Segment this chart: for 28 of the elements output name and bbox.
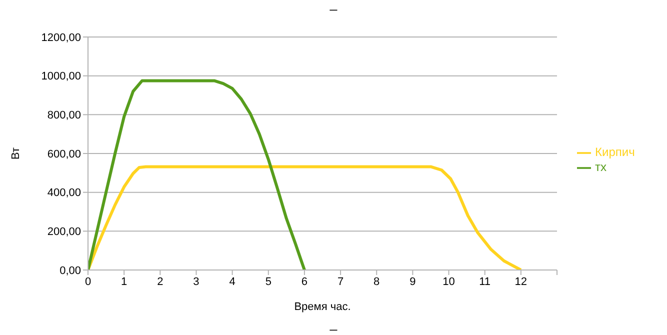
x-tick-label: 4: [229, 276, 236, 288]
line-series: [88, 165, 522, 270]
legend-label: Кирпич: [595, 145, 635, 160]
x-tick-label: 10: [442, 276, 455, 288]
x-tick-label: 0: [84, 276, 92, 288]
legend-label: тх: [595, 160, 606, 174]
y-tick-label: 800,00: [47, 110, 81, 122]
y-tick-label: 600,00: [47, 148, 81, 160]
x-tick-label: 9: [410, 276, 416, 288]
x-tick-label: 8: [374, 276, 380, 288]
y-tick-label: 400,00: [47, 187, 81, 200]
text: _: [328, 316, 338, 331]
y-tick-label: 0,00: [60, 264, 81, 277]
y-tick-label: 200,00: [47, 226, 81, 238]
x-tick-label: 5: [265, 276, 272, 288]
x-tick-label: 1: [121, 276, 128, 288]
line-series: [88, 79, 306, 270]
x-tick-label: 2: [157, 276, 164, 288]
x-axis-title: Время час.: [294, 301, 351, 313]
y-axis-title: Вт: [10, 147, 22, 160]
x-tick-label: 12: [514, 276, 528, 288]
chart-title: _: [328, 0, 338, 11]
x-tick-label: 11: [479, 276, 491, 288]
x-tick-label: 6: [301, 276, 308, 288]
x-tick-label: 7: [337, 276, 344, 288]
y-tick-label: 1000,00: [41, 70, 81, 83]
y-tick-label: 1200,00: [41, 32, 81, 44]
x-tick-label: 3: [193, 276, 200, 288]
